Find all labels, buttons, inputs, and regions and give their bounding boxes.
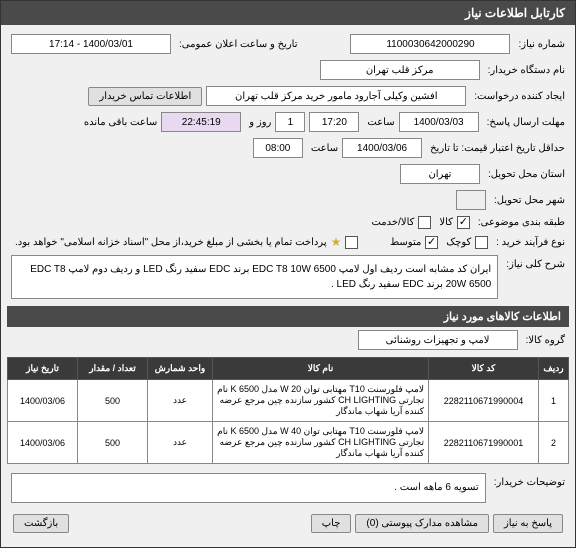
th-name: نام کالا (213, 358, 429, 380)
fld-city (456, 190, 486, 210)
lbl-buyer-org: نام دستگاه خریدار: (484, 65, 565, 76)
lbl-service: کالا/خدمت (367, 217, 414, 228)
table-header-row: ردیف کد کالا نام کالا واحد شمارش تعداد /… (8, 358, 569, 380)
td-date: 1400/03/06 (8, 380, 78, 422)
fld-answer-date: 1400/03/03 (399, 112, 479, 132)
row-requester: ایجاد کننده درخواست: افشین وکیلی آجارود … (7, 83, 569, 109)
th-qty: تعداد / مقدار (78, 358, 148, 380)
star-icon: ★ (331, 235, 342, 249)
td-date: 1400/03/06 (8, 422, 78, 464)
back-button[interactable]: بازگشت (13, 514, 69, 533)
fld-need-number: 1100030642000290 (350, 34, 510, 54)
chk-service[interactable] (418, 216, 431, 229)
attachments-button[interactable]: مشاهده مدارک پیوستی (0) (355, 514, 489, 533)
items-subheader: اطلاعات کالاهای مورد نیاز (7, 306, 569, 327)
fld-countdown-days: 1 (275, 112, 305, 132)
fld-announce: 1400/03/01 - 17:14 (11, 34, 171, 54)
th-code: کد کالا (429, 358, 539, 380)
td-qty: 500 (78, 422, 148, 464)
th-date: تاریخ نیاز (8, 358, 78, 380)
lbl-medium: متوسط (386, 237, 421, 248)
td-idx: 1 (539, 380, 569, 422)
lbl-city: شهر محل تحویل: (490, 195, 565, 206)
fld-requester: افشین وکیلی آجارود مامور خرید مرکز قلب ت… (206, 86, 466, 106)
items-table: ردیف کد کالا نام کالا واحد شمارش تعداد /… (7, 357, 569, 464)
lbl-purchase-type: نوع فرآیند خرید : (492, 237, 565, 248)
lbl-validity: حداقل تاریخ اعتبار قیمت: تا تاریخ (426, 143, 565, 154)
panel-body: شماره نیاز: 1100030642000290 تاریخ و ساع… (1, 25, 575, 547)
fld-province: تهران (400, 164, 480, 184)
lbl-small: کوچک (442, 237, 471, 248)
row-buyer-notes: توضیحات خریدار: تسویه 6 ماهه است . (7, 470, 569, 506)
fld-buyer-org: مرکز قلب تهران (320, 60, 480, 80)
fld-buyer-notes: تسویه 6 ماهه است . (11, 473, 486, 503)
lbl-answer-deadline: مهلت ارسال پاسخ: (483, 117, 565, 128)
row-province: استان محل تحویل: تهران (7, 161, 569, 187)
lbl-goods: کالا (435, 217, 453, 228)
td-name: لامپ فلورسنت T10 مهتابی توان W 40 مدل K … (213, 422, 429, 464)
th-unit: واحد شمارش (148, 358, 213, 380)
lbl-main-desc: شرح کلی نیاز: (502, 255, 565, 270)
td-unit: عدد (148, 380, 213, 422)
fld-validity-time: 08:00 (253, 138, 303, 158)
table-row: 1 2282110671990004 لامپ فلورسنت T10 مهتا… (8, 380, 569, 422)
td-code: 2282110671990001 (429, 422, 539, 464)
fld-validity-date: 1400/03/06 (342, 138, 422, 158)
lbl-budget: طبقه بندی موضوعی: (474, 217, 565, 228)
lbl-requester: ایجاد کننده درخواست: (470, 91, 565, 102)
chk-medium[interactable] (425, 236, 438, 249)
contact-info-button[interactable]: اطلاعات تماس خریدار (88, 87, 202, 106)
fld-countdown-time: 22:45:19 (161, 112, 241, 132)
td-code: 2282110671990004 (429, 380, 539, 422)
panel-title: کارتابل اطلاعات نیاز (1, 1, 575, 25)
chk-star[interactable] (345, 236, 358, 249)
table-row: 2 2282110671990001 لامپ فلورسنت T10 مهتا… (8, 422, 569, 464)
info-panel: کارتابل اطلاعات نیاز شماره نیاز: 1100030… (0, 0, 576, 548)
lbl-hours-1: ساعت (363, 117, 394, 128)
td-idx: 2 (539, 422, 569, 464)
lbl-hours-remaining: ساعت باقی مانده (80, 117, 157, 128)
th-row: ردیف (539, 358, 569, 380)
footer: پاسخ به نیاز مشاهده مدارک پیوستی (0) چاپ… (7, 506, 569, 541)
lbl-days: روز و (245, 117, 271, 128)
fld-group: لامپ و تجهیزات روشنائی (358, 330, 518, 350)
chk-small[interactable] (475, 236, 488, 249)
chk-goods[interactable] (457, 216, 470, 229)
td-qty: 500 (78, 380, 148, 422)
row-validity: حداقل تاریخ اعتبار قیمت: تا تاریخ 1400/0… (7, 135, 569, 161)
row-buyer-org: نام دستگاه خریدار: مرکز قلب تهران (7, 57, 569, 83)
table-body: 1 2282110671990004 لامپ فلورسنت T10 مهتا… (8, 380, 569, 464)
lbl-group: گروه کالا: (522, 335, 565, 346)
td-unit: عدد (148, 422, 213, 464)
print-button[interactable]: چاپ (311, 514, 352, 533)
row-city: شهر محل تحویل: (7, 187, 569, 213)
row-group: گروه کالا: لامپ و تجهیزات روشنائی (7, 327, 569, 353)
lbl-buyer-notes: توضیحات خریدار: (490, 473, 565, 488)
lbl-need-number: شماره نیاز: (514, 39, 565, 50)
row-budget: طبقه بندی موضوعی: کالا کالا/خدمت (7, 213, 569, 232)
row-answer-deadline: مهلت ارسال پاسخ: 1400/03/03 ساعت 17:20 1… (7, 109, 569, 135)
lbl-hours-2: ساعت (307, 143, 338, 154)
fld-main-desc: ایران کد مشابه است ردیف اول لامپ EDC T8 … (11, 255, 498, 299)
td-name: لامپ فلورسنت T10 مهتابی توان W 20 مدل K … (213, 380, 429, 422)
lbl-province: استان محل تحویل: (484, 169, 565, 180)
respond-button[interactable]: پاسخ به نیاز (493, 514, 563, 533)
fld-answer-time: 17:20 (309, 112, 359, 132)
row-purchase-type: نوع فرآیند خرید : کوچک متوسط ★ پرداخت تم… (7, 232, 569, 252)
row-main-desc: شرح کلی نیاز: ایران کد مشابه است ردیف او… (7, 252, 569, 302)
row-need-number: شماره نیاز: 1100030642000290 تاریخ و ساع… (7, 31, 569, 57)
lbl-announce: تاریخ و ساعت اعلان عمومی: (175, 39, 298, 50)
lbl-star-note: پرداخت تمام یا بخشی از مبلغ خرید،از محل … (11, 237, 327, 248)
